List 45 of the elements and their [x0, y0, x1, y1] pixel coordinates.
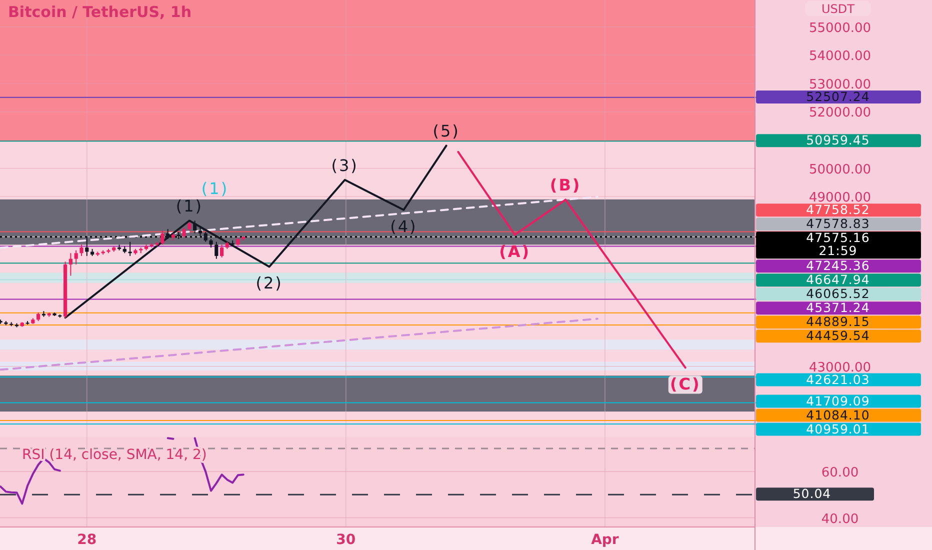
y-axis-title: USDT — [822, 2, 856, 16]
candlestick — [220, 244, 224, 258]
y-tick-label: 40.00 — [821, 512, 859, 527]
ref-line-label: 40959.01 — [806, 421, 870, 436]
y-tick-label: 60.00 — [821, 466, 859, 481]
ref-line-label: 47575.16 21:59 — [806, 230, 870, 258]
ref-line-label: 46065.52 — [806, 286, 870, 302]
ref-line-label: 45371.24 — [806, 300, 870, 316]
candlestick — [128, 241, 132, 256]
annotation: (2) — [256, 274, 283, 293]
candlestick — [85, 236, 89, 256]
ref-line-label: 44459.54 — [806, 328, 870, 344]
ref-line-label: 44889.15 — [806, 314, 870, 330]
annotation: (5) — [432, 122, 460, 141]
y-tick-label: 55000.00 — [808, 20, 872, 36]
candlestick — [68, 252, 72, 276]
chart-title: Bitcoin / TetherUS, 1h — [8, 3, 192, 21]
candlestick — [182, 227, 186, 238]
ref-line-label: 41709.09 — [806, 393, 870, 408]
annotation: (4) — [390, 216, 418, 236]
y-tick-label: 54000.00 — [808, 49, 872, 64]
candlestick — [74, 250, 78, 265]
y-tick-label: 50000.00 — [808, 162, 872, 178]
ref-line-label: 50959.45 — [806, 132, 870, 148]
candlestick — [160, 230, 164, 246]
ref-line-label: 46647.94 — [806, 272, 870, 288]
y-tick-label: 52000.00 — [808, 106, 872, 121]
x-tick-label: 30 — [336, 532, 356, 548]
ref-line-label: 41084.10 — [806, 407, 870, 422]
ref-line-label: 50.04 — [792, 486, 832, 502]
candlestick — [166, 228, 170, 240]
annotation: (3) — [331, 156, 358, 175]
annotation: (B) — [550, 176, 582, 195]
annotation: (1) — [201, 179, 229, 198]
annotation: (A) — [499, 242, 531, 261]
candlestick — [80, 244, 84, 256]
x-tick-label: 28 — [77, 532, 97, 548]
candlestick — [193, 220, 197, 234]
ref-line-label: 47245.36 — [806, 258, 870, 274]
candlestick — [204, 231, 208, 242]
candlestick — [214, 241, 218, 260]
ref-line-label: 47578.83 — [806, 216, 870, 232]
x-tick-label: Apr — [591, 532, 619, 548]
annotation: (C) — [670, 374, 701, 394]
annotation: (1) — [176, 196, 204, 216]
